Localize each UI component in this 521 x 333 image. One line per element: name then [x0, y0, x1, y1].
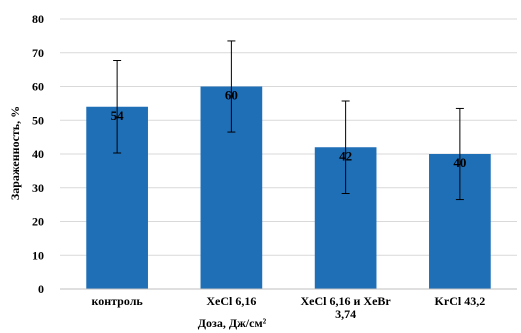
data-label: 42: [339, 148, 352, 163]
y-axis-label: Зараженность, %: [8, 106, 22, 200]
y-tick-label: 30: [32, 181, 44, 195]
y-tick-label: 50: [32, 113, 44, 127]
x-axis-label: Доза, Дж/см²: [198, 316, 267, 330]
y-tick-label: 70: [32, 46, 44, 60]
y-tick-label: 60: [32, 80, 44, 94]
y-tick-labels: 0 10 20 30 40 50 60 70 80: [32, 12, 44, 296]
y-tick-label: 20: [32, 215, 44, 229]
data-label: 54: [111, 108, 125, 123]
error-bars: [113, 40, 464, 201]
x-tick-label: 3,74: [335, 307, 356, 321]
y-tick-label: 80: [32, 12, 44, 26]
y-tick-label: 10: [32, 248, 44, 262]
x-tick-label: XeCl 6,16: [206, 294, 256, 308]
x-tick-label: XeCl 6,16 и XeBr: [301, 294, 392, 308]
data-labels: 54 60 42 40: [111, 88, 467, 171]
data-label: 40: [453, 155, 466, 170]
y-tick-label: 40: [32, 147, 44, 161]
x-tick-label: KrCl 43,2: [435, 294, 486, 308]
data-label: 60: [225, 88, 238, 103]
x-tick-label: контроль: [91, 294, 143, 308]
y-tick-label: 0: [38, 282, 44, 296]
